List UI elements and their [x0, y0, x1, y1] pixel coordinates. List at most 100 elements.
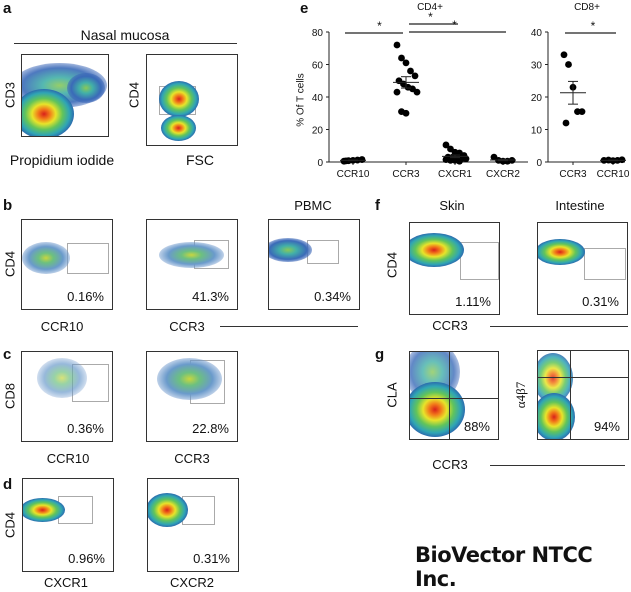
gate: [460, 242, 499, 280]
data-point: [560, 51, 568, 59]
axis-label-x: FSC: [186, 152, 214, 168]
axis-label-x: CXCR2: [169, 575, 215, 590]
density-blob: [159, 242, 224, 268]
data-point: [402, 109, 410, 117]
flow-plot-f1: 1.11%: [409, 222, 500, 315]
intestine-title: Intestine: [555, 198, 605, 213]
y-tick-label: 40: [312, 93, 324, 104]
data-point: [578, 108, 586, 116]
flow-plot-d2: 0.31%: [147, 478, 239, 572]
percent-label: 0.31%: [193, 551, 230, 566]
flow-plot-d1: 0.96%: [22, 478, 114, 572]
shared-axis-line: [490, 326, 628, 327]
flow-plot-a1: [21, 54, 109, 137]
flow-plot-g1: 88%: [409, 351, 499, 440]
y-tick-label: 60: [312, 61, 324, 72]
x-tick-label: CXCR2: [486, 169, 520, 180]
panel-f-label: f: [375, 197, 380, 214]
data-point: [456, 157, 463, 165]
significance-star: *: [591, 19, 596, 33]
density-blob: [161, 115, 196, 141]
density-blob: [269, 238, 312, 262]
data-point: [411, 72, 419, 80]
density-blob: [538, 393, 575, 439]
density-blob: [159, 81, 199, 117]
axis-label-x: Propidium iodide: [9, 152, 115, 168]
data-point: [407, 67, 414, 75]
skin-title: Skin: [439, 198, 465, 213]
percent-label: 88%: [463, 419, 490, 434]
chart-title-cd8: CD8+: [574, 2, 600, 13]
axis-label-x: CXCR1: [43, 575, 89, 590]
y-tick-label: 20: [312, 126, 324, 137]
axis-label-y: CLA: [384, 382, 400, 408]
percent-label: 0.31%: [582, 294, 619, 309]
axis-label-y: CD4: [2, 250, 18, 278]
data-point: [413, 88, 421, 96]
flow-plot-f2: 0.31%: [537, 222, 628, 315]
density-blob: [22, 89, 74, 136]
axis-label-x: CCR10: [46, 451, 90, 466]
percent-label: 0.34%: [314, 289, 351, 304]
data-point: [393, 41, 401, 49]
flow-plot-b2: 41.3%: [146, 219, 238, 310]
density-blob: [37, 358, 87, 398]
panel-b-label: b: [3, 197, 13, 214]
gate: [307, 240, 339, 264]
axis-label-y: CD4: [2, 511, 18, 539]
density-blob: [67, 73, 105, 103]
flow-plot-b1: 0.16%: [21, 219, 113, 310]
percent-label: 22.8%: [192, 421, 229, 436]
panel-g-label: g: [375, 346, 385, 363]
data-point: [393, 88, 401, 96]
density-blob: [538, 239, 585, 265]
quadrant-line: [410, 398, 498, 399]
x-tick-label: CCR10: [597, 169, 630, 180]
significance-star: *: [452, 18, 457, 32]
quadrant-line: [449, 352, 450, 439]
data-point: [565, 61, 572, 68]
data-point: [462, 155, 470, 163]
shared-axis-line: [490, 465, 625, 466]
density-blob: [23, 498, 65, 522]
axis-label-x: CCR3: [432, 318, 468, 333]
data-point: [398, 54, 405, 62]
percent-label: 41.3%: [192, 289, 229, 304]
panel-c-label: c: [3, 346, 12, 363]
x-tick-label: CCR3: [559, 169, 587, 180]
gate: [67, 243, 109, 274]
y-tick-label: 20: [531, 93, 543, 104]
percent-label: 94%: [593, 419, 620, 434]
chart-title-cd4: CD4+: [417, 2, 443, 13]
significance-star: *: [428, 10, 433, 24]
percent-label: 0.36%: [67, 421, 104, 436]
data-point: [358, 156, 366, 163]
data-point: [402, 59, 410, 67]
axis-label-y: CD8: [2, 382, 18, 410]
flow-plot-c2: 22.8%: [146, 351, 238, 442]
y-tick-label: 30: [531, 61, 543, 72]
quadrant-line: [570, 351, 571, 439]
panel-a-label: a: [3, 0, 12, 17]
panel-d-label: d: [3, 476, 13, 493]
shared-axis-line: [220, 326, 358, 327]
gate: [584, 248, 626, 280]
flow-plot-b3: 0.34%: [268, 219, 360, 310]
y-tick-label: 40: [531, 28, 543, 39]
significance-star: *: [377, 19, 382, 33]
density-blob: [410, 382, 465, 437]
axis-label-y: α4β7: [513, 381, 528, 409]
x-tick-label: CXCR1: [438, 169, 472, 180]
flow-plot-g2: 94%: [537, 350, 629, 440]
y-tick-label: 0: [317, 158, 323, 169]
panel-e-label: e: [300, 0, 309, 17]
pbmc-title: PBMC: [294, 198, 332, 213]
percent-label: 1.11%: [455, 294, 491, 309]
data-point: [442, 141, 450, 149]
y-tick-label: 10: [531, 126, 543, 137]
density-blob: [148, 493, 188, 527]
density-blob: [410, 233, 464, 267]
y-tick-label: 0: [536, 158, 542, 169]
flow-plot-c1: 0.36%: [21, 351, 113, 442]
axis-label-y: CD4: [384, 251, 400, 279]
